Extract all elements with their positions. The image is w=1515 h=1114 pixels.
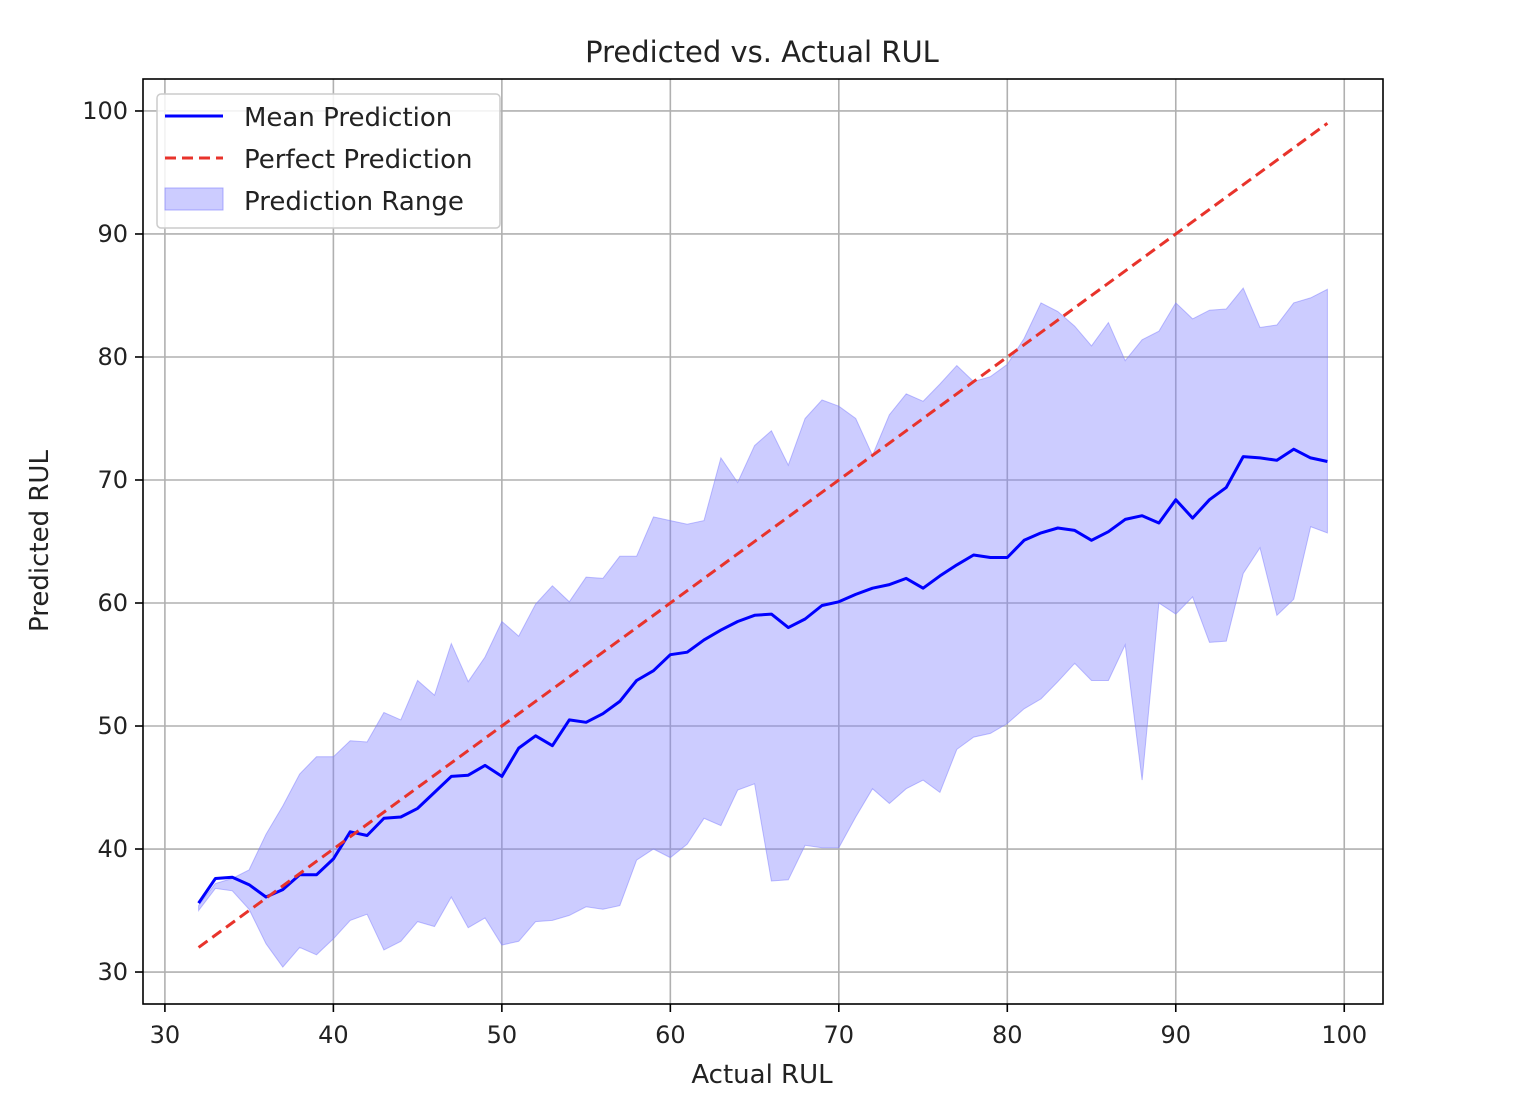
legend-box (156, 93, 501, 229)
y-tick-label: 70 (97, 466, 128, 494)
prediction-range-band (198, 287, 1328, 968)
y-tick-label: 80 (97, 343, 128, 371)
y-tick-label: 50 (97, 712, 128, 740)
legend-label-mean-prediction: Mean Prediction (244, 103, 452, 133)
prediction-range-area (198, 287, 1328, 968)
legend-label-perfect-prediction: Perfect Prediction (244, 145, 473, 175)
ticks: 30 40 50 60 70 80 90 100 30 40 50 60 70 80 90 100 (82, 97, 1367, 1049)
x-tick-label: 40 (318, 1021, 349, 1049)
x-tick-label: 80 (992, 1021, 1023, 1049)
chart-title: Predicted vs. Actual RUL (585, 35, 939, 69)
x-tick-label: 50 (487, 1021, 518, 1049)
y-axis-title: Predicted RUL (25, 450, 55, 632)
mean-prediction-line (197, 447, 1328, 904)
x-tick-label: 70 (824, 1021, 855, 1049)
legend-label-prediction-range: Prediction Range (244, 187, 464, 217)
legend: Mean Prediction Perfect Prediction Predi… (156, 93, 501, 229)
series-layer (197, 122, 1329, 949)
perfect-prediction-line (197, 122, 1329, 949)
y-tick-label: 100 (82, 97, 128, 125)
x-tick-label: 100 (1321, 1021, 1367, 1049)
plot-frame (142, 78, 1384, 1005)
x-tick-label: 90 (1160, 1021, 1191, 1049)
y-tick-label: 30 (97, 958, 128, 986)
y-tick-label: 40 (97, 835, 128, 863)
x-tick-label: 60 (655, 1021, 686, 1049)
legend-swatch-prediction-range (164, 187, 224, 211)
y-tick-label: 90 (97, 220, 128, 248)
x-axis-title: Actual RUL (691, 1060, 833, 1090)
x-tick-label: 30 (150, 1021, 181, 1049)
grid (143, 79, 1383, 1004)
y-tick-label: 60 (97, 589, 128, 617)
